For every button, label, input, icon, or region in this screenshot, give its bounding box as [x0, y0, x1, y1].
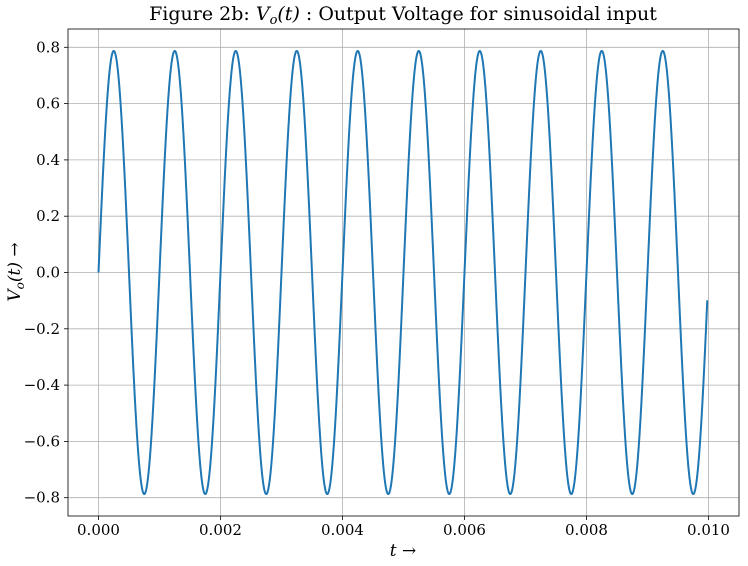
y-tick-label: 0.6 [36, 95, 60, 113]
y-axis-label: Vo(t) → [5, 242, 27, 301]
x-tick-label: 0.006 [443, 521, 486, 539]
y-tick-label: −0.8 [24, 489, 60, 507]
x-tick-label: 0.002 [199, 521, 242, 539]
x-tick-label: 0.000 [77, 521, 120, 539]
y-tick-label: 0.4 [36, 151, 60, 169]
x-tick-label: 0.008 [565, 521, 608, 539]
x-axis-ticks: 0.000 0.002 0.004 0.006 0.008 0.010 [77, 516, 730, 539]
y-tick-label: 0.0 [36, 264, 60, 282]
y-tick-label: −0.6 [24, 432, 60, 450]
series-layer [97, 49, 709, 496]
y-tick-label: −0.2 [24, 320, 60, 338]
x-axis-label: t → [390, 541, 417, 561]
y-tick-label: 0.8 [36, 38, 60, 56]
x-tick-label: 0.010 [687, 521, 730, 539]
x-tick-label: 0.004 [321, 521, 364, 539]
y-axis-ticks: −0.8 −0.6 −0.4 −0.2 0.0 0.2 0.4 0.6 0.8 [24, 38, 68, 507]
y-tick-label: 0.2 [36, 207, 60, 225]
series-line [97, 49, 709, 496]
y-tick-label: −0.4 [24, 376, 60, 394]
chart-title: Figure 2b: Vo(t) : Output Voltage for si… [149, 3, 657, 28]
